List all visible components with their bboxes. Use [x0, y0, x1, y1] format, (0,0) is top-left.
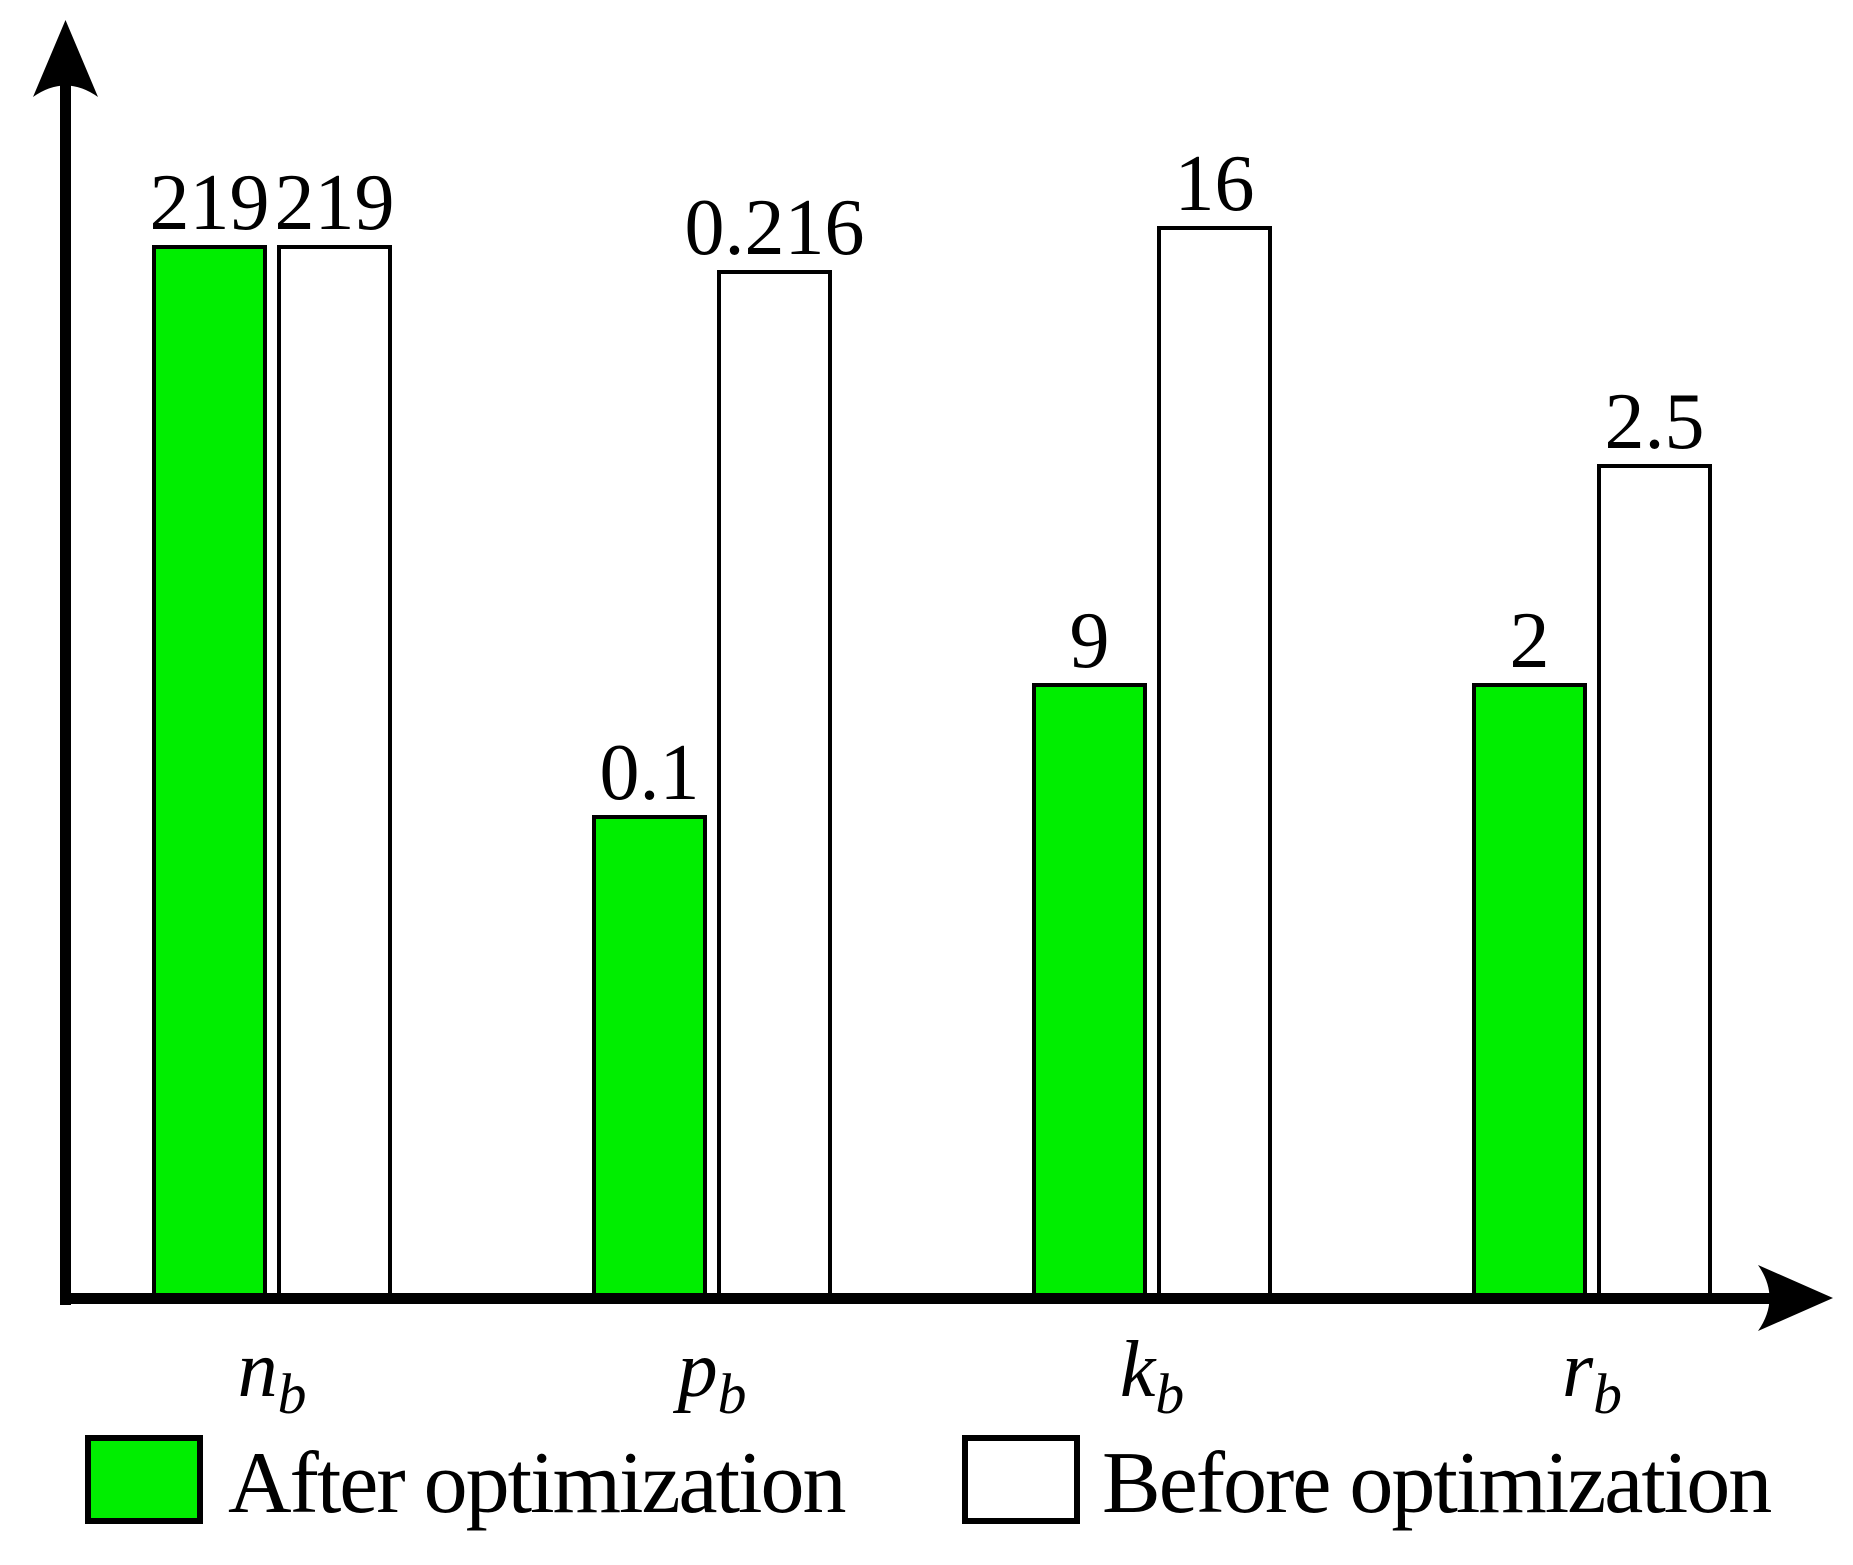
value-label-after-nb: 219 — [149, 159, 270, 247]
category-subscript: b — [1593, 1363, 1622, 1426]
value-label-after-rb: 2 — [1509, 597, 1550, 685]
bar-before-rb — [1597, 464, 1712, 1297]
category-label-pb: pb — [562, 1330, 862, 1423]
legend-label-before: Before optimization — [1102, 1435, 1772, 1532]
category-base: k — [1119, 1326, 1156, 1414]
value-label-before-nb: 219 — [274, 159, 395, 247]
bar-after-rb — [1472, 683, 1587, 1297]
category-base: r — [1562, 1326, 1594, 1414]
bar-after-nb — [152, 245, 267, 1297]
bar-before-pb — [717, 270, 832, 1297]
bar-after-kb — [1032, 683, 1147, 1297]
category-label-kb: kb — [1002, 1330, 1302, 1423]
legend-swatch-before-icon — [962, 1435, 1080, 1524]
y-axis-line — [60, 60, 71, 1305]
value-label-after-pb: 0.1 — [599, 729, 700, 817]
y-axis-arrow-icon — [33, 20, 98, 97]
bar-after-pb — [592, 815, 707, 1297]
category-base: n — [237, 1326, 278, 1414]
category-base: p — [677, 1326, 718, 1414]
legend-swatch-after-icon — [85, 1435, 203, 1524]
category-subscript: b — [717, 1363, 747, 1426]
category-subscript: b — [277, 1363, 307, 1426]
value-label-before-rb: 2.5 — [1604, 378, 1705, 466]
value-label-before-kb: 16 — [1174, 140, 1255, 228]
legend-label-after: After optimization — [228, 1435, 846, 1532]
value-label-after-kb: 9 — [1069, 597, 1110, 685]
category-label-rb: rb — [1442, 1330, 1742, 1423]
value-label-before-pb: 0.216 — [684, 184, 865, 272]
x-axis-line — [60, 1293, 1790, 1304]
x-axis-arrow-icon — [1758, 1265, 1833, 1331]
bar-before-kb — [1157, 226, 1272, 1297]
category-subscript: b — [1155, 1363, 1185, 1426]
category-label-nb: nb — [122, 1330, 422, 1423]
